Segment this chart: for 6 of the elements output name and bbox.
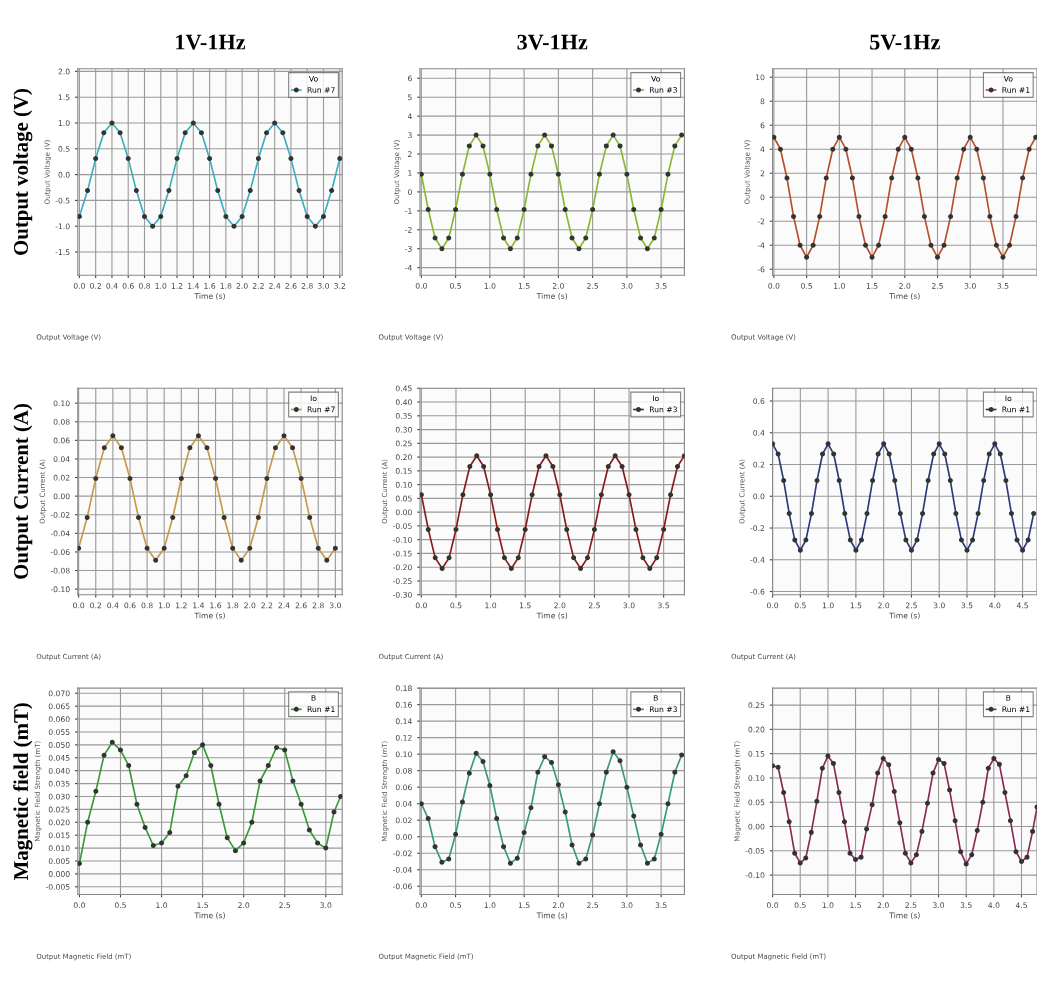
chart-title: 3V-1Hz bbox=[517, 34, 588, 50]
text: Magnetic field (mT) bbox=[13, 703, 33, 881]
chart-title: 5V-1Hz bbox=[870, 34, 940, 50]
text: Output voltage (V) bbox=[13, 89, 33, 255]
chart-title: 1V-1Hz bbox=[176, 34, 246, 50]
text: Output Current (A) bbox=[13, 404, 33, 579]
